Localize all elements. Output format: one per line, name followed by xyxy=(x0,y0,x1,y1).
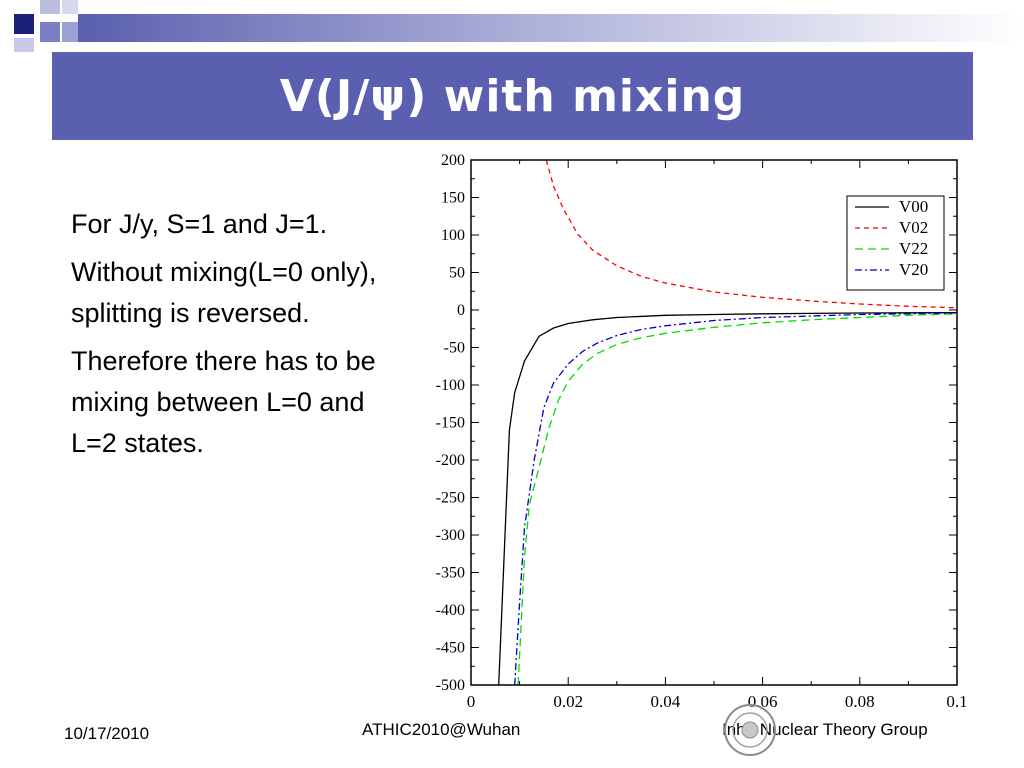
legend-label: V22 xyxy=(899,239,928,258)
plot-frame xyxy=(470,159,958,686)
legend-box xyxy=(846,195,945,291)
footer-center: ATHIC2010@Wuhan xyxy=(362,720,521,739)
bullet-item: Therefore there has to be mixing between… xyxy=(71,346,376,458)
y-tick-label: -100 xyxy=(436,377,465,394)
deco-square-light xyxy=(62,0,78,14)
series-line-v02 xyxy=(545,160,957,309)
y-tick-label: -300 xyxy=(436,527,465,544)
y-tick-label: 0 xyxy=(457,302,465,319)
header-gradient-bar xyxy=(78,14,1024,42)
x-tick-label: 0 xyxy=(467,692,476,710)
bullet-list: For J/y, S=1 and J=1. Without mixing(L=0… xyxy=(71,204,411,471)
deco-square-mid xyxy=(62,22,78,42)
bullet-item: For J/y, S=1 and J=1. xyxy=(71,209,328,239)
legend-label: V02 xyxy=(899,218,928,237)
y-tick-label: -500 xyxy=(436,677,465,694)
y-tick-label: -250 xyxy=(436,490,465,507)
university-seal-logo xyxy=(724,704,776,756)
legend-label: V00 xyxy=(899,197,928,216)
deco-square-light xyxy=(14,38,34,52)
y-tick-label: 50 xyxy=(449,265,465,282)
y-tick-label: 200 xyxy=(441,152,465,169)
y-tick-label: -50 xyxy=(444,340,465,357)
slide-title: V(J/ψ) with mixing xyxy=(279,70,746,122)
y-tick-label: 100 xyxy=(441,227,465,244)
y-tick-label: 150 xyxy=(441,190,465,207)
x-tick-label: 0.02 xyxy=(553,692,583,710)
legend-label: V20 xyxy=(899,260,928,279)
deco-square-light xyxy=(40,0,60,14)
potential-chart: 200 150 100 50 0 -50 -100 -150 -200 -250 -300 -350 -… xyxy=(420,150,980,711)
deco-square-mid xyxy=(40,22,60,42)
y-tick-label: -150 xyxy=(436,415,465,432)
deco-square-dark xyxy=(14,14,34,34)
x-tick-label: 0.08 xyxy=(845,692,875,710)
series-line-v00 xyxy=(498,311,957,685)
title-bar: V(J/ψ) with mixing xyxy=(52,52,973,140)
y-tick-label: -200 xyxy=(436,452,465,469)
bullet-item: Without mixing(L=0 only), splitting is r… xyxy=(71,257,377,328)
footer-date: 10/17/2010 xyxy=(64,724,150,743)
series-line-v20 xyxy=(514,312,957,685)
x-tick-label: 0.1 xyxy=(946,692,967,710)
chart-svg: 200 150 100 50 0 -50 -100 -150 -200 -250 -300 -350 -… xyxy=(436,152,968,711)
y-tick-label: -400 xyxy=(436,602,465,619)
y-tick-label: -350 xyxy=(436,565,465,582)
series-line-v22 xyxy=(517,313,957,685)
y-tick-label: -450 xyxy=(436,640,465,657)
legend: V00 V02 V22 V20 xyxy=(846,195,945,291)
x-tick-label: 0.04 xyxy=(651,692,681,710)
footer-right: Inha Nuclear Theory Group xyxy=(722,720,928,739)
